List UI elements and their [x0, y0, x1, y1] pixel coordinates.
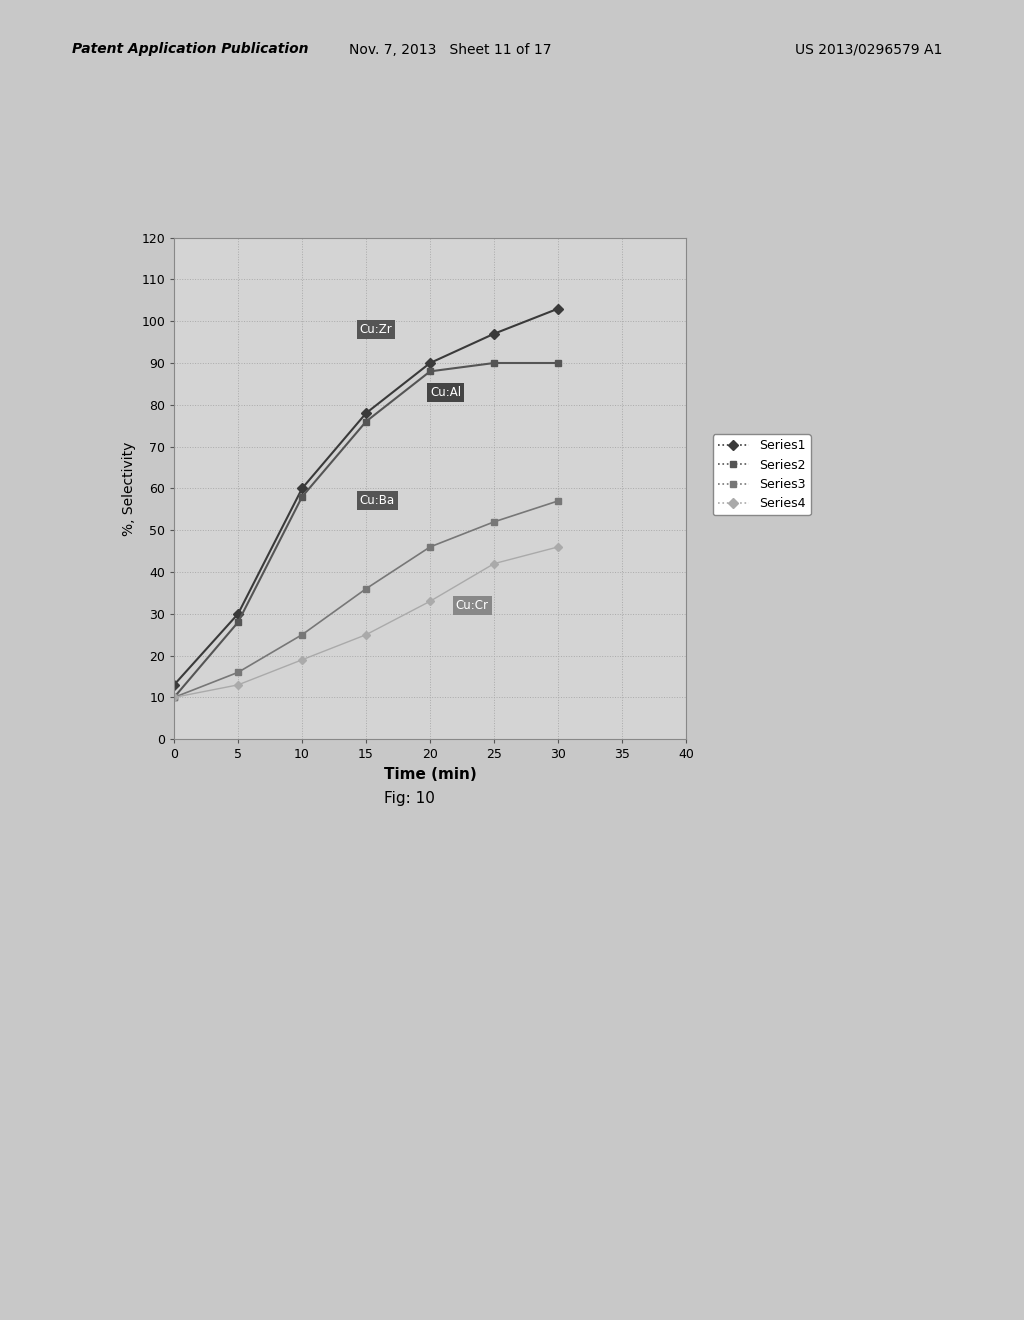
Series1: [360, 405, 373, 421]
Series3: [424, 539, 436, 554]
Series4: [296, 652, 308, 668]
Series2: [488, 355, 501, 371]
Series1: [296, 480, 308, 496]
Series3: [296, 627, 308, 643]
Series1: [424, 355, 436, 371]
Series2: [168, 689, 180, 705]
Text: Patent Application Publication: Patent Application Publication: [72, 42, 308, 57]
Series4: [552, 539, 564, 554]
Text: Nov. 7, 2013   Sheet 11 of 17: Nov. 7, 2013 Sheet 11 of 17: [349, 42, 552, 57]
Series2: [296, 488, 308, 504]
Text: Cu:Cr: Cu:Cr: [456, 599, 488, 612]
Series4: [168, 689, 180, 705]
Series2: [360, 413, 373, 429]
Series3: [552, 492, 564, 508]
Text: Cu:Zr: Cu:Zr: [359, 323, 392, 337]
Series4: [488, 556, 501, 572]
Y-axis label: %, Selectivity: %, Selectivity: [122, 441, 135, 536]
X-axis label: Time (min): Time (min): [384, 767, 476, 781]
Series3: [168, 689, 180, 705]
Text: Fig: 10: Fig: 10: [384, 791, 435, 807]
Series1: [552, 301, 564, 317]
Line: Series3: Series3: [171, 498, 561, 701]
Text: Cu:Al: Cu:Al: [430, 385, 461, 399]
Series3: [231, 664, 245, 680]
Line: Series4: Series4: [171, 544, 561, 700]
Series2: [424, 363, 436, 379]
Series2: [231, 614, 245, 630]
Series3: [360, 581, 373, 597]
Series1: [488, 326, 501, 342]
Series1: [231, 606, 245, 622]
Line: Series2: Series2: [171, 359, 561, 701]
Series4: [231, 677, 245, 693]
Series3: [488, 513, 501, 529]
Text: US 2013/0296579 A1: US 2013/0296579 A1: [795, 42, 942, 57]
Series4: [424, 594, 436, 610]
Text: Cu:Ba: Cu:Ba: [359, 495, 395, 507]
Series4: [360, 627, 373, 643]
Line: Series1: Series1: [171, 305, 561, 688]
Legend: Series1, Series2, Series3, Series4: Series1, Series2, Series3, Series4: [713, 434, 811, 515]
Series2: [552, 355, 564, 371]
Series1: [168, 677, 180, 693]
